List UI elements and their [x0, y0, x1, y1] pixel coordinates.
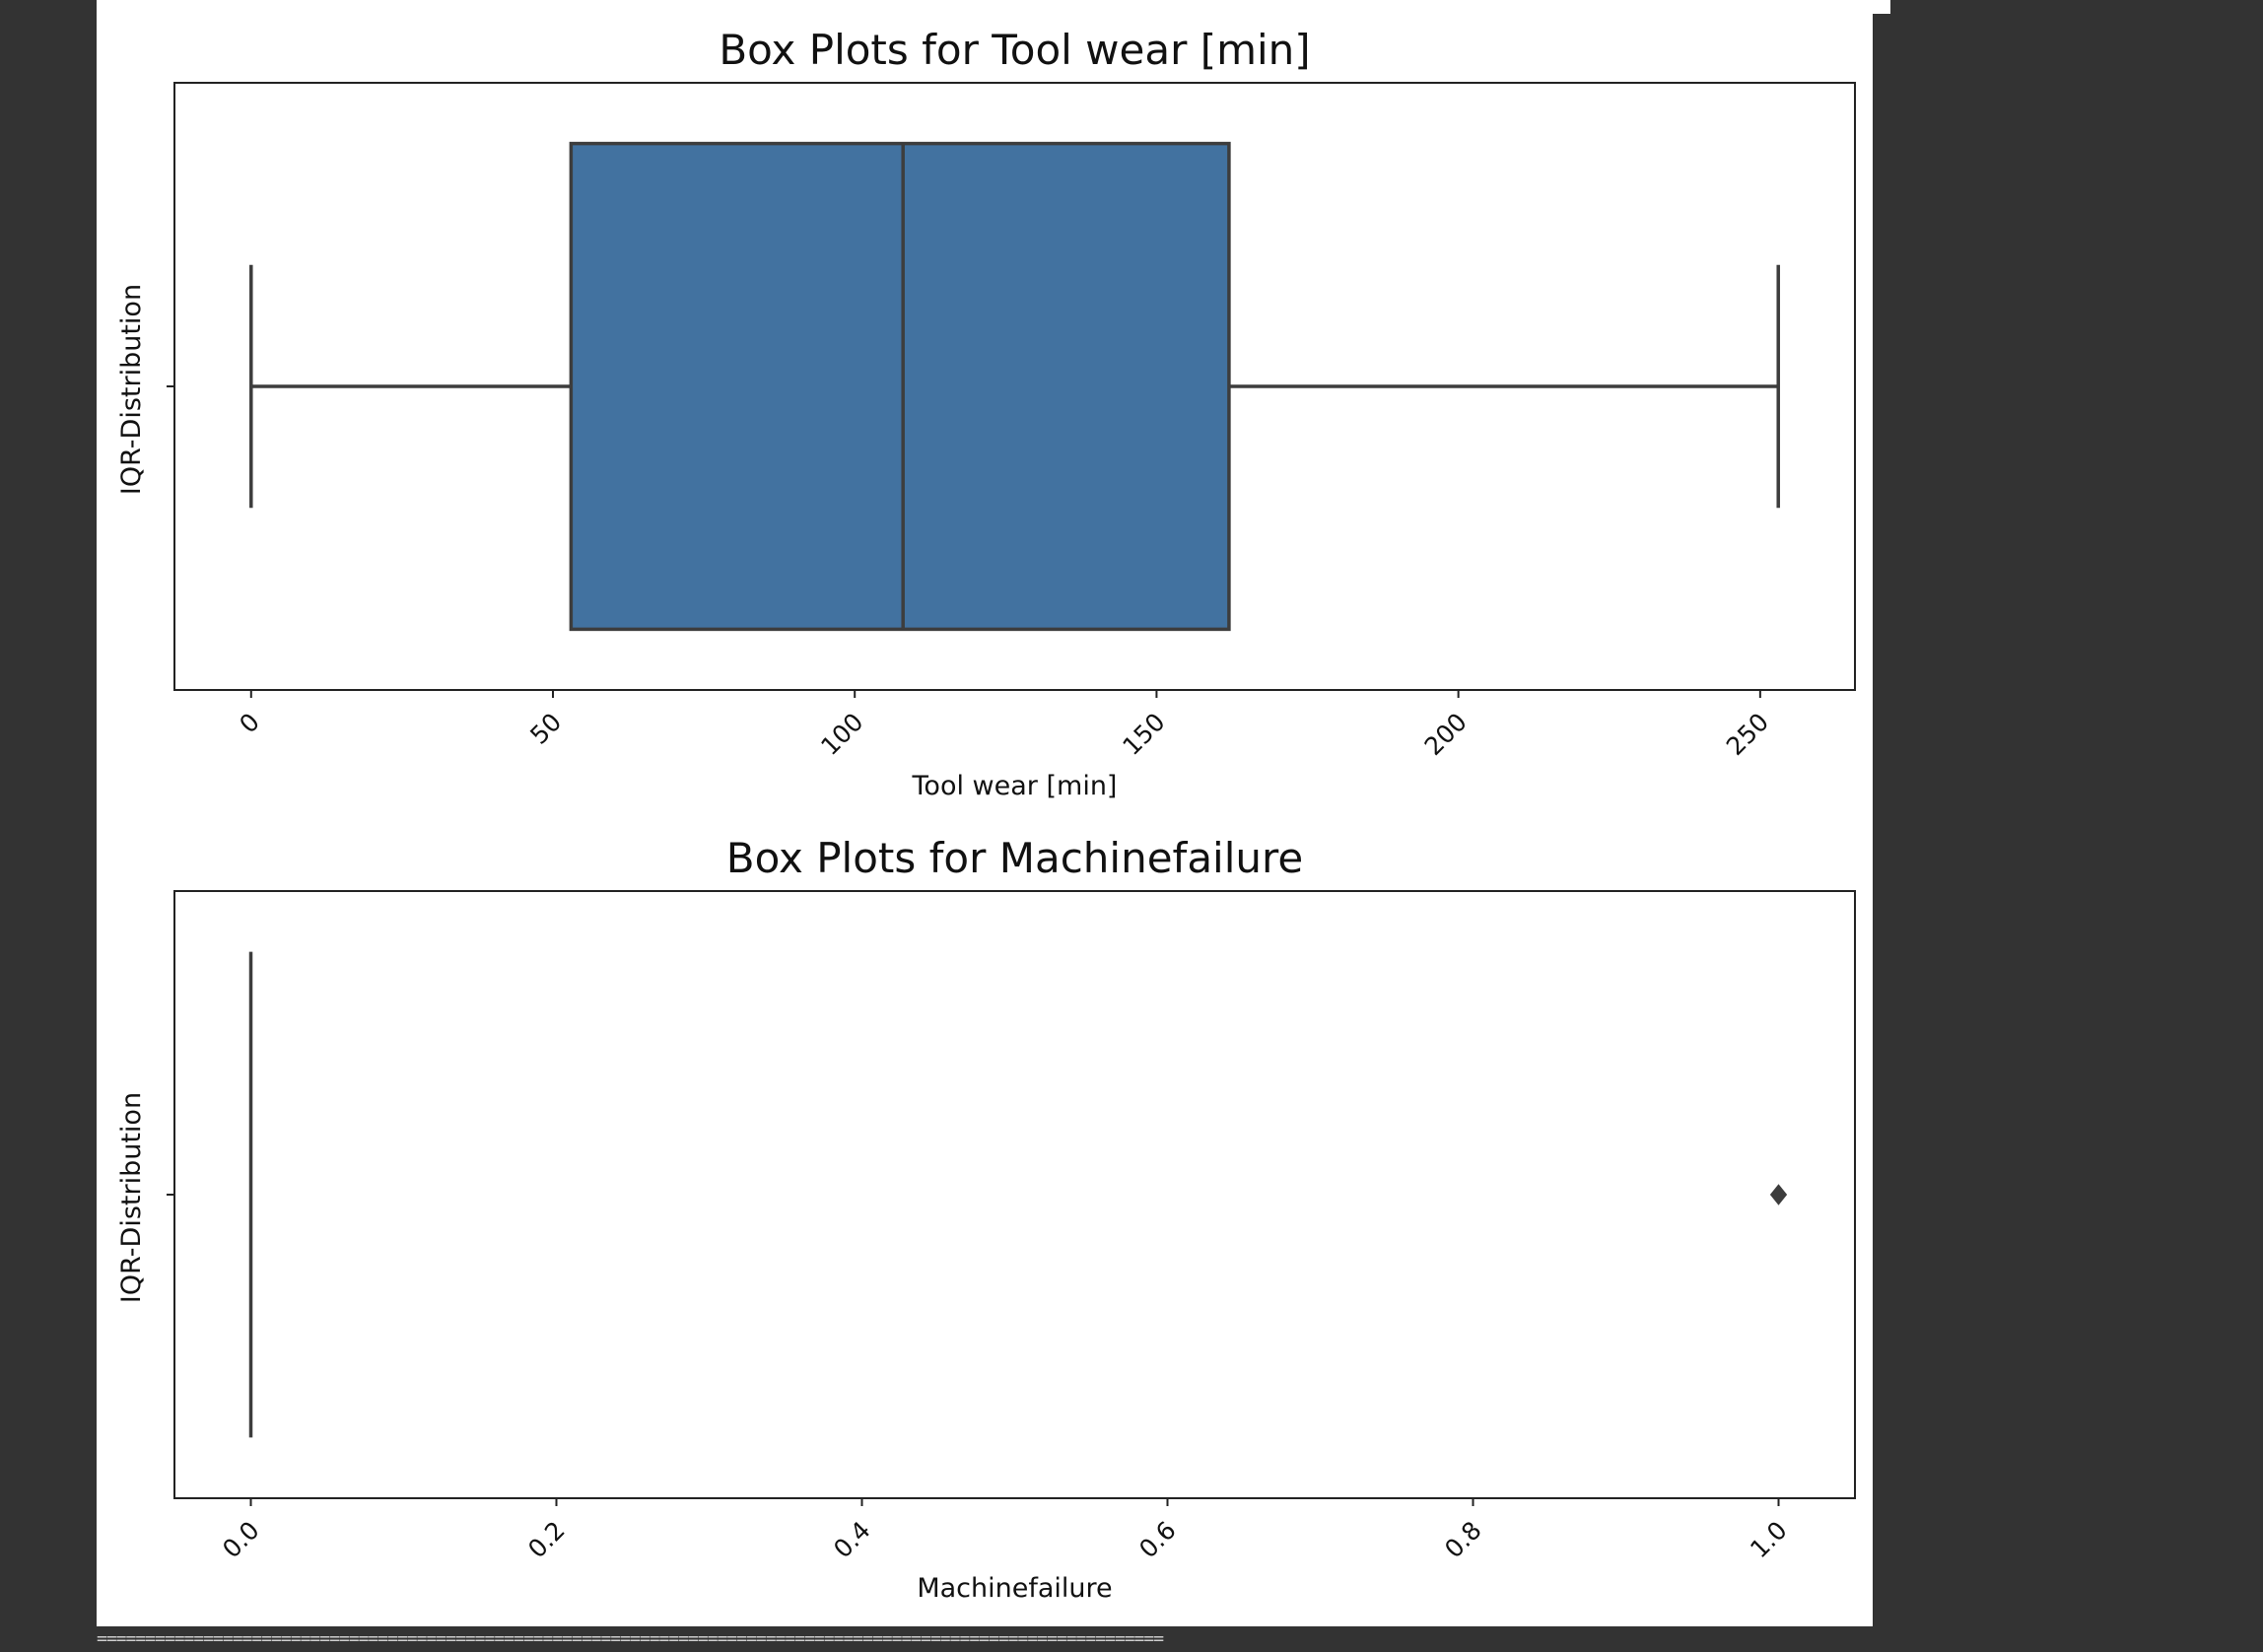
x-tick-label: 0 — [234, 708, 265, 739]
chart-title: Box Plots for Machinefailure — [726, 834, 1303, 882]
outlier-point — [1769, 1184, 1788, 1205]
figure-top-strip — [97, 0, 1890, 14]
iqr-box — [569, 141, 1231, 632]
y-axis-label: IQR-Distribution — [116, 284, 147, 495]
chart-title: Box Plots for Tool wear [min] — [719, 26, 1310, 74]
output-separator: ========================================… — [97, 1628, 1164, 1649]
x-tick-label: 150 — [1117, 708, 1170, 761]
y-axis-label: IQR-Distribution — [116, 1092, 147, 1303]
x-tick-label: 200 — [1419, 708, 1473, 761]
x-tick-label: 0.8 — [1439, 1516, 1487, 1564]
x-tick-label: 0.6 — [1133, 1516, 1182, 1564]
x-tick-label: 50 — [524, 708, 567, 750]
x-tick-label: 100 — [815, 708, 868, 761]
x-tick-label: 1.0 — [1745, 1516, 1793, 1564]
x-tick-label: 0.2 — [522, 1516, 571, 1564]
x-axis-label: Tool wear [min] — [912, 771, 1118, 801]
x-tick-label: 0.0 — [217, 1516, 265, 1564]
x-tick-label: 250 — [1721, 708, 1774, 761]
axes-frame — [173, 890, 1856, 1499]
x-tick-label: 0.4 — [828, 1516, 876, 1564]
x-axis-label: Machinefailure — [917, 1573, 1112, 1604]
